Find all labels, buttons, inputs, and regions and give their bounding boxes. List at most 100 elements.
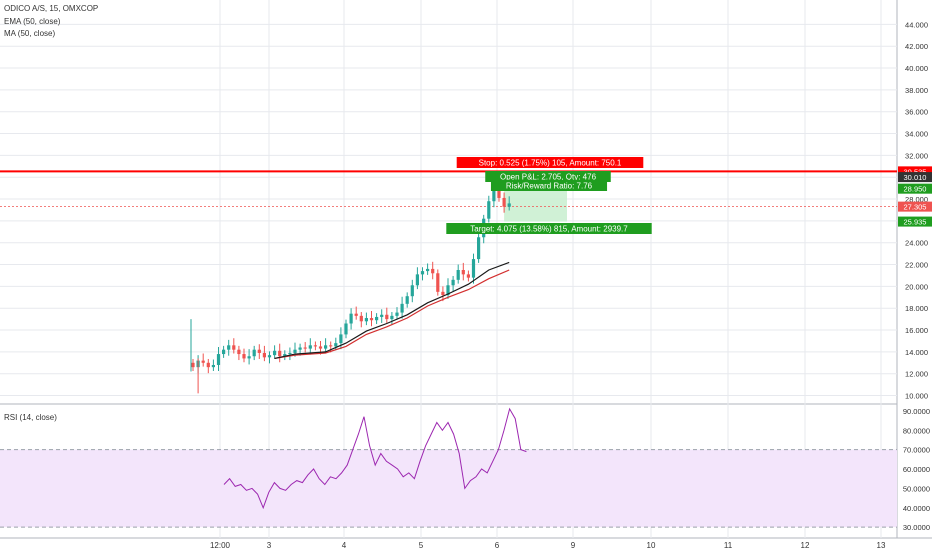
y-tick-label: 14.000: [905, 348, 928, 357]
candle-body: [191, 362, 195, 368]
x-tick-label: 9: [571, 541, 576, 550]
stop-label: Stop: 0.525 (1.75%) 105, Amount: 750.1: [479, 159, 622, 168]
candle-body: [364, 318, 368, 322]
y-tick-label: 38.000: [905, 86, 928, 95]
candle-body: [201, 360, 205, 363]
x-tick-label: 12: [801, 541, 810, 550]
candle-body: [324, 345, 328, 349]
y-tick-label: 36.000: [905, 108, 928, 117]
candle-body: [405, 296, 409, 304]
candle-body: [426, 268, 430, 272]
rsi-tick-label: 90.0000: [903, 407, 930, 416]
rsi-panel-title[interactable]: RSI (14, close): [4, 413, 57, 422]
candle-body: [354, 313, 358, 316]
rsi-tick-label: 70.0000: [903, 446, 930, 455]
y-tick-label: 32.000: [905, 151, 928, 160]
x-tick-label: 6: [495, 541, 500, 550]
stop-label-bg: [456, 157, 644, 168]
ema-indicator-label[interactable]: EMA (50, close): [4, 17, 61, 26]
y-tick-label: 10.000: [905, 392, 928, 401]
x-tick-label: 4: [342, 541, 347, 550]
candle-body: [446, 285, 450, 296]
ma-indicator-label[interactable]: MA (50, close): [4, 29, 56, 38]
candle-body: [369, 318, 374, 321]
y-tick-label: 20.000: [905, 282, 928, 291]
y-tick-label: 44.000: [905, 20, 928, 29]
candle-body: [344, 323, 348, 335]
risk-reward-label: Risk/Reward Ratio: 7.76: [506, 182, 593, 191]
x-tick-label: 11: [724, 541, 733, 550]
price-marker: 30.535: [904, 167, 927, 176]
candle-body: [216, 354, 221, 365]
candle-body: [334, 343, 338, 347]
price-marker-bg: [898, 183, 932, 194]
chart-title: ODICO A/S, 15, OMXCOP: [4, 4, 99, 13]
candle-body: [206, 362, 210, 368]
price-marker: 30.010: [904, 173, 927, 182]
candle-body: [456, 270, 460, 280]
candle-body: [273, 350, 277, 356]
candle-body: [477, 237, 481, 260]
candle-body: [375, 316, 379, 321]
candle-body: [247, 356, 251, 359]
candle-body: [359, 315, 363, 322]
candle-body: [461, 270, 465, 275]
candle-body: [283, 354, 287, 357]
x-tick-label: 3: [267, 541, 272, 550]
candle-body: [293, 349, 297, 353]
rsi-tick-label: 30.0000: [903, 523, 930, 532]
candle-body: [237, 349, 241, 355]
price-marker: 28.950: [904, 185, 927, 194]
target-label-bg: [446, 223, 652, 234]
price-marker-bg: [898, 172, 932, 183]
candle-body: [385, 314, 389, 320]
candle-body: [339, 334, 343, 344]
x-tick-label: 5: [419, 541, 424, 550]
price-marker-bg: [898, 216, 932, 227]
x-tick-label: 10: [647, 541, 656, 550]
candle-body: [507, 203, 511, 207]
candle-body: [318, 346, 323, 349]
candle-body: [257, 349, 261, 353]
price-marker: 27.305: [904, 203, 927, 212]
candle-body: [410, 285, 414, 297]
y-tick-label: 16.000: [905, 326, 928, 335]
candle-body: [390, 315, 394, 320]
candle-body: [298, 347, 302, 350]
ma-line: [274, 269, 510, 359]
candle-body: [451, 279, 455, 286]
candle-body: [242, 354, 246, 359]
candle-body: [420, 271, 425, 275]
candle-body: [415, 274, 419, 286]
candle-body: [466, 274, 470, 278]
candle-body: [267, 355, 272, 358]
candle-body: [308, 345, 312, 349]
y-tick-label: 18.000: [905, 304, 928, 313]
rsi-tick-label: 60.0000: [903, 465, 930, 474]
candle-body: [502, 197, 506, 207]
y-tick-label: 22.000: [905, 261, 928, 270]
candle-body: [288, 352, 292, 355]
pnl-label-bg: [485, 171, 611, 182]
candle-body: [313, 345, 317, 347]
rsi-band: [0, 449, 897, 528]
target-label: Target: 4.075 (13.58%) 815, Amount: 2939…: [470, 225, 628, 234]
y-tick-label: 42.000: [905, 42, 928, 51]
y-tick-label: 12.000: [905, 370, 928, 379]
candle-body: [211, 364, 215, 368]
candle-body: [441, 291, 445, 296]
candle-body: [222, 349, 226, 355]
candle-body: [395, 312, 399, 316]
candle-body: [436, 273, 440, 292]
candle-body: [227, 345, 231, 350]
candle-body: [431, 268, 435, 274]
x-tick-label: 13: [877, 541, 886, 550]
x-tick-label: 12:00: [210, 541, 231, 550]
candle-body: [400, 303, 404, 313]
pnl-label: Open P&L: 2.705, Qty: 476: [500, 173, 597, 182]
price-marker-bg: [898, 201, 932, 212]
rsi-tick-label: 80.0000: [903, 426, 930, 435]
candle-body: [278, 350, 282, 357]
rsi-tick-label: 40.0000: [903, 504, 930, 513]
